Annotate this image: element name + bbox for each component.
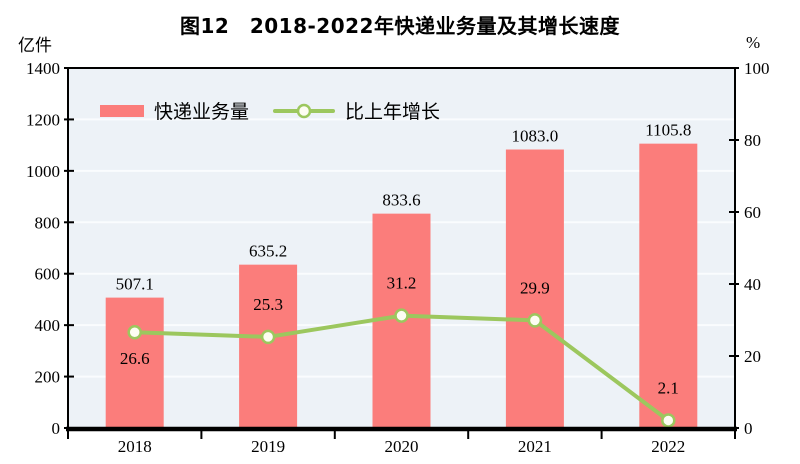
- left-axis-tick-label: 800: [35, 213, 61, 232]
- right-axis-tick-label: 80: [744, 131, 761, 150]
- line-point-2018: [127, 324, 142, 340]
- bar-2022: [639, 143, 698, 428]
- right-axis-tick-label: 0: [744, 419, 753, 438]
- left-axis-tick-label: 1400: [26, 59, 60, 78]
- bar-value-label: 507.1: [116, 275, 154, 294]
- right-axis-tick-label: 20: [744, 347, 761, 366]
- left-axis-tick-label: 400: [35, 316, 61, 335]
- left-axis-tick-label: 1000: [26, 162, 60, 181]
- bar-2021: [505, 149, 564, 428]
- legend-bar-swatch-icon: [100, 104, 144, 117]
- bar-2018: [105, 297, 164, 428]
- legend-line-swatch-icon: [273, 103, 336, 118]
- x-axis-label: 2022: [651, 437, 685, 456]
- legend: 快递业务量 比上年增长: [100, 97, 440, 124]
- left-axis-tick-label: 200: [35, 368, 61, 387]
- x-axis-label: 2018: [118, 437, 152, 456]
- bar-2019: [239, 264, 298, 428]
- x-axis-label: 2021: [518, 437, 552, 456]
- line-point-2019: [260, 329, 276, 345]
- x-axis-label: 2020: [385, 437, 419, 456]
- bar-value-label: 1083.0: [512, 127, 559, 146]
- legend-line-label: 比上年增长: [345, 101, 441, 123]
- line-value-label: 2.1: [658, 378, 679, 397]
- right-axis-unit-label: %: [746, 33, 761, 52]
- line-point-2022: [661, 413, 676, 428]
- line-value-label: 25.3: [253, 295, 283, 314]
- bar-value-label: 1105.8: [645, 121, 691, 140]
- legend-bar-label: 快递业务量: [154, 101, 250, 123]
- line-point-2020: [394, 308, 409, 323]
- right-axis-tick-label: 100: [744, 59, 770, 78]
- left-axis-unit-label: 亿件: [18, 36, 52, 56]
- left-axis-tick-label: 1200: [26, 110, 60, 129]
- left-axis-tick-label: 0: [52, 419, 61, 438]
- bar-value-label: 833.6: [382, 191, 420, 210]
- left-axis-tick-label: 600: [35, 265, 61, 284]
- x-axis-label: 2019: [251, 437, 285, 456]
- right-axis-tick-label: 40: [744, 275, 761, 294]
- line-value-label: 31.2: [387, 274, 417, 293]
- chart-title: 图12 2018-2022年快递业务量及其增长速度: [180, 14, 620, 38]
- line-value-label: 29.9: [520, 278, 550, 297]
- line-point-2021: [527, 313, 543, 328]
- right-axis-tick-label: 60: [744, 203, 761, 222]
- line-value-label: 26.6: [120, 349, 150, 368]
- bar-value-label: 635.2: [249, 242, 287, 261]
